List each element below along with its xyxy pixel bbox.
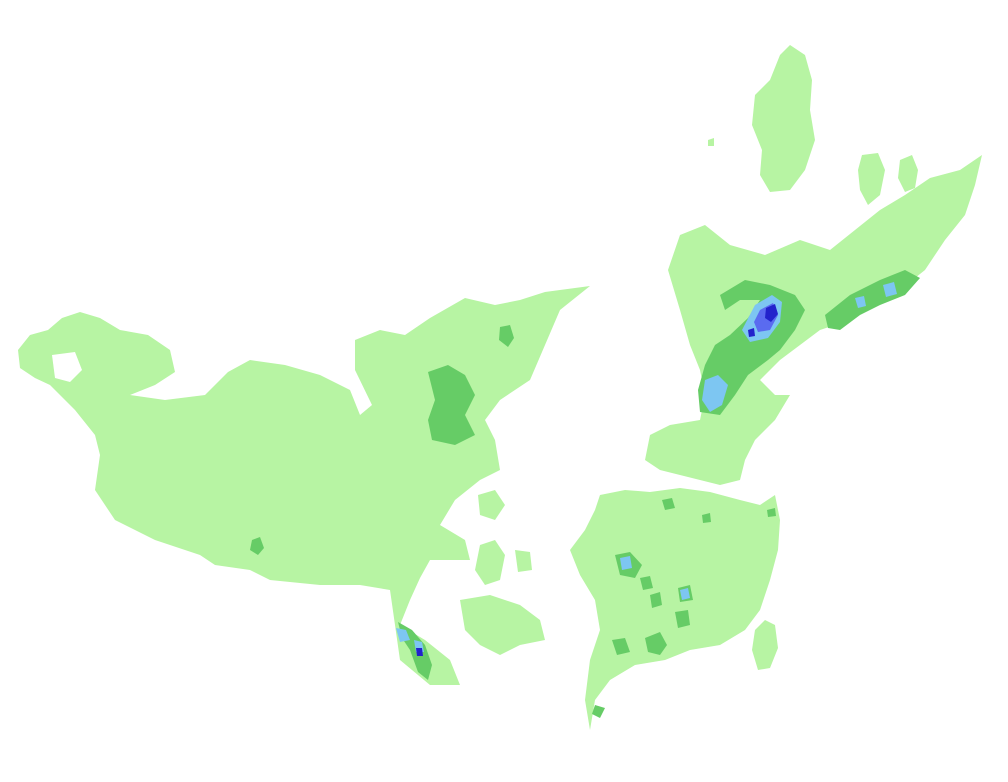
level5-northeast [765,304,778,322]
level2-northeast-coast [825,270,920,330]
level2-south-tip [592,705,605,718]
level2-south-spot-8 [662,498,675,510]
region-south-patch-4 [478,490,505,520]
level3-coast-spot-2 [883,282,897,297]
region-south-patch-1 [475,540,505,585]
region-se-island [752,620,778,670]
level2-central-north [428,365,475,445]
level3-sw-spot [396,628,410,642]
region-south-patch-3 [515,550,532,572]
lake-northwest [52,352,82,382]
region-south-patch-2 [460,595,545,655]
level5-sw-dot [416,648,423,656]
region-north-island [752,45,815,192]
level2-se-dot [767,508,776,517]
level2-west-spot [250,537,264,555]
level3-south-spot [620,556,632,570]
level2-south-spot-2 [640,576,653,590]
region-south-central [570,488,780,730]
level2-south-spot-3 [650,592,662,608]
region-islet-2 [898,155,918,192]
level5-northeast-dot [748,328,755,337]
level5-regions [416,304,778,656]
level3-coast-spot-1 [855,296,866,308]
level2-north-spot [499,325,514,347]
level2-south-spot-6 [645,632,667,655]
level2-south-spot-9 [702,513,711,523]
level2-south-spot-4 [675,610,690,628]
region-tiny-north [708,138,714,146]
level3-northeast-lower [702,375,728,412]
level3-south-spot-2 [680,588,690,600]
level2-south-spot-7 [612,638,630,655]
region-islet-1 [858,153,885,205]
